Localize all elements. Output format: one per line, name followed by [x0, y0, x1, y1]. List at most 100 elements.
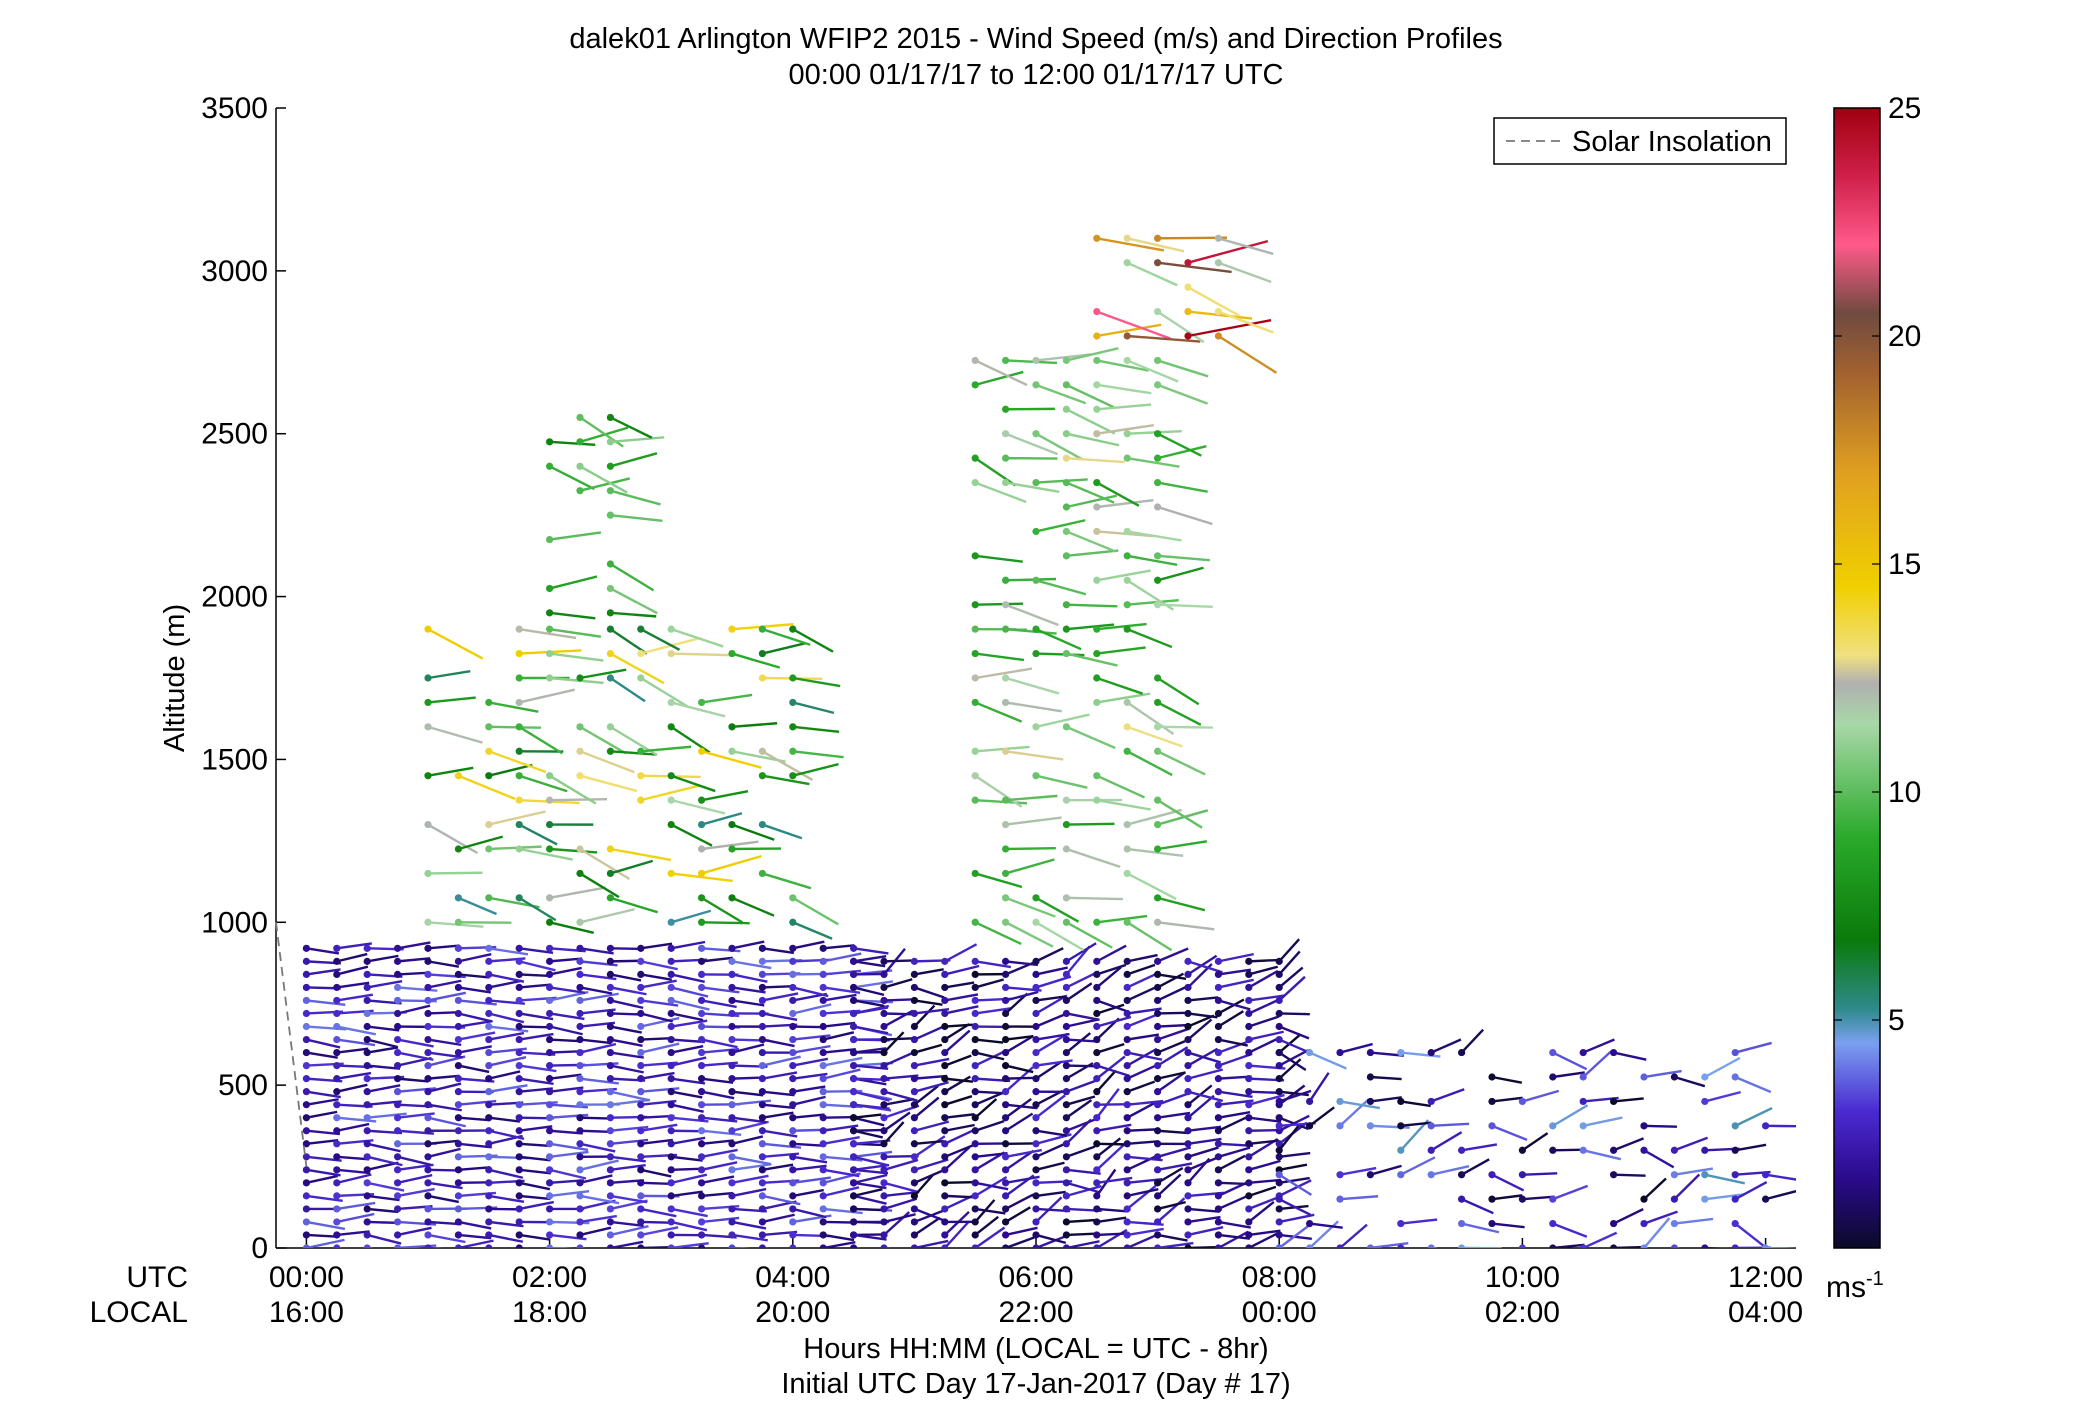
- wind-barb-point: [728, 957, 736, 965]
- wind-barb-point: [971, 649, 979, 658]
- wind-barb-point: [1488, 1073, 1496, 1081]
- wind-barb-shaft: [488, 701, 539, 713]
- wind-barb-point: [819, 1127, 827, 1135]
- wind-barb-shaft: [670, 986, 709, 998]
- wind-barb-point: [1154, 1114, 1162, 1122]
- wind-barb-shaft: [1066, 1095, 1096, 1106]
- wind-barb-shaft: [549, 966, 582, 976]
- wind-barb-shaft: [336, 1038, 376, 1047]
- wind-barb-shaft: [579, 1159, 619, 1171]
- wind-barb-point: [789, 1179, 797, 1187]
- wind-barb-shaft: [579, 750, 635, 774]
- wind-barb-shaft: [366, 1084, 401, 1093]
- wind-barb-point: [333, 957, 341, 965]
- wind-barb-point: [1275, 1009, 1283, 1018]
- wind-barb-point: [850, 970, 858, 979]
- wind-barb-point: [758, 1140, 767, 1148]
- wind-barb-shaft: [427, 979, 462, 989]
- wind-barb-point: [850, 1166, 858, 1174]
- wind-barb-shaft: [914, 1074, 948, 1080]
- wind-barb-point: [971, 1140, 979, 1148]
- wind-barb-point: [363, 1048, 371, 1057]
- wind-barb-shaft: [1248, 998, 1280, 1015]
- wind-barb-shaft: [336, 952, 368, 963]
- wind-barb-shaft: [1522, 1172, 1558, 1176]
- wind-barb-point: [1093, 796, 1101, 804]
- wind-barb-point: [394, 1244, 402, 1248]
- wind-barb-shaft: [944, 1023, 973, 1028]
- wind-barb-point: [1458, 1195, 1466, 1203]
- wind-barb-shaft: [1066, 896, 1123, 901]
- wind-barb-point: [1184, 1075, 1192, 1083]
- wind-barb-point: [910, 1114, 919, 1122]
- wind-barb-point: [454, 957, 462, 965]
- wind-barb-shaft: [944, 1127, 978, 1145]
- wind-barb-point: [971, 1231, 979, 1239]
- wind-barb-point: [667, 1140, 675, 1148]
- x-tick-label-local: 02:00: [1485, 1296, 1560, 1329]
- wind-barb-point: [819, 957, 827, 965]
- wind-barb-shaft: [1187, 1051, 1221, 1064]
- wind-barb-shaft: [883, 1111, 911, 1132]
- wind-barb-shaft: [1157, 1027, 1190, 1041]
- wind-barb-point: [424, 1153, 432, 1161]
- wind-barb-point: [546, 1062, 554, 1070]
- wind-barb-shaft: [853, 1246, 861, 1248]
- wind-barb-point: [1245, 1244, 1253, 1248]
- wind-barb-shaft: [1005, 1236, 1035, 1248]
- wind-barb-point: [1002, 1088, 1010, 1096]
- wind-barb-point: [1518, 1097, 1526, 1106]
- wind-barb-point: [1154, 234, 1162, 242]
- wind-barb-shaft: [974, 774, 1023, 808]
- wind-barb-shaft: [1126, 1184, 1157, 1210]
- wind-barb-point: [1275, 983, 1283, 992]
- wind-barb-shaft: [488, 1116, 521, 1123]
- wind-barb-shaft: [1400, 1246, 1404, 1248]
- wind-barb-shaft: [1066, 1064, 1098, 1068]
- wind-barb-shaft: [792, 1095, 826, 1106]
- wind-barb-point: [819, 1153, 827, 1161]
- wind-barb-shaft: [549, 531, 602, 541]
- wind-barb-point: [1336, 1244, 1344, 1248]
- wind-barb-shaft: [1613, 1173, 1646, 1177]
- wind-barb-point: [758, 1088, 767, 1096]
- wind-barb-shaft: [823, 1048, 856, 1054]
- wind-barb-point: [1427, 1244, 1435, 1248]
- wind-barb-point: [546, 894, 554, 902]
- wind-barb-shaft: [1096, 798, 1151, 811]
- wind-barb-point: [606, 747, 615, 755]
- wind-barb-shaft: [700, 896, 743, 924]
- wind-barb-point: [728, 1166, 736, 1174]
- wind-barb-shaft: [913, 1096, 940, 1119]
- wind-barb-point: [1275, 1195, 1283, 1203]
- wind-barb-shaft: [823, 1220, 856, 1224]
- wind-barb-point: [1731, 1244, 1739, 1248]
- wind-barb-point: [1032, 1101, 1040, 1109]
- wind-barb-point: [1579, 1048, 1587, 1057]
- wind-barb-point: [1062, 1075, 1070, 1083]
- wind-barb-shaft: [427, 725, 483, 744]
- wind-barb-shaft: [610, 1225, 649, 1237]
- wind-barb-point: [606, 487, 615, 495]
- wind-barb-point: [789, 1244, 797, 1248]
- wind-barb-point: [1427, 1146, 1435, 1154]
- wind-barb-shaft: [853, 947, 889, 955]
- wind-barb-shaft: [1643, 1210, 1678, 1225]
- wind-barb-point: [698, 1153, 706, 1161]
- wind-barb-point: [1002, 625, 1010, 633]
- wind-barb-shaft: [944, 1143, 975, 1158]
- wind-barb-point: [667, 1166, 675, 1174]
- wind-barb-point: [363, 1062, 371, 1070]
- wind-barb-point: [758, 983, 767, 992]
- wind-barb-point: [606, 983, 615, 992]
- wind-barb-point: [1093, 1114, 1101, 1122]
- wind-barb-shaft: [944, 1075, 971, 1093]
- y-tick-label: 1500: [201, 743, 268, 776]
- wind-barb-point: [971, 674, 979, 682]
- wind-barb-shaft: [1005, 847, 1056, 851]
- wind-barb-shaft: [579, 1116, 612, 1120]
- wind-barb-point: [1032, 649, 1040, 658]
- wind-barb-point: [1610, 1171, 1618, 1179]
- wind-barb-point: [1154, 454, 1162, 462]
